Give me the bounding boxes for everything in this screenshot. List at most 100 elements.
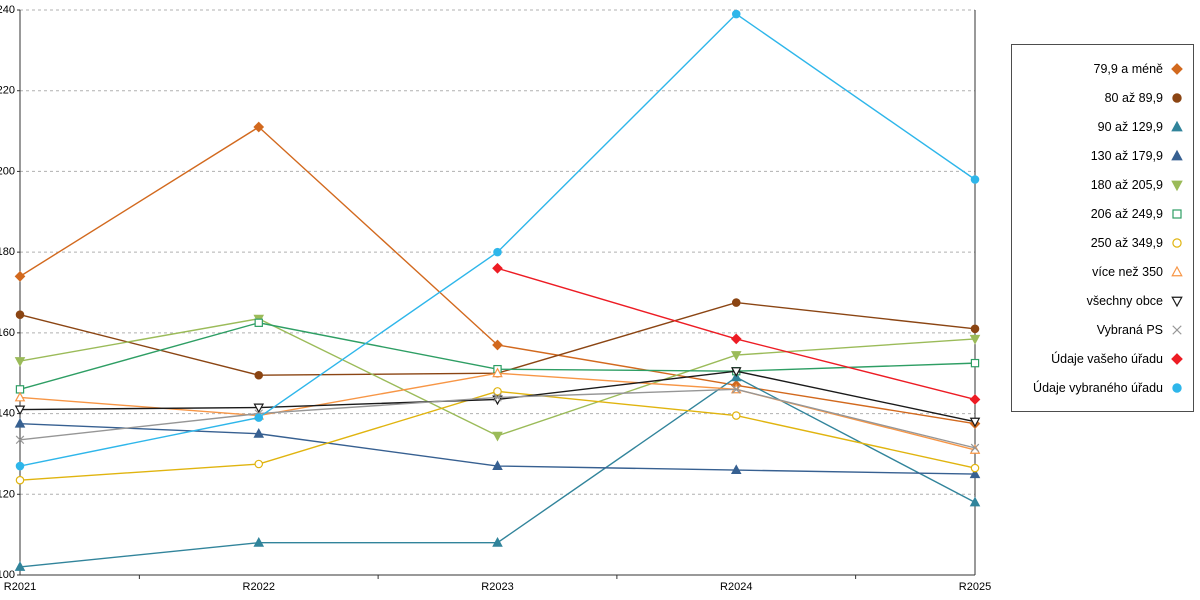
triangle-up-marker-icon <box>492 460 503 471</box>
triangle-up-marker-icon <box>14 417 26 428</box>
circle-marker-icon <box>254 413 264 422</box>
y-tick-label: 120 <box>0 488 15 500</box>
legend-marker-icon <box>1171 62 1183 75</box>
diamond-marker-icon <box>969 394 981 405</box>
legend-marker-icon <box>1172 382 1182 393</box>
circle-marker-icon <box>254 459 264 469</box>
legend-item-7: více než 350 <box>1016 257 1184 286</box>
circle-marker-icon <box>1172 237 1182 248</box>
circle-marker-icon <box>493 247 502 257</box>
x-tick-label: R2024 <box>720 581 752 593</box>
y-tick-label: 180 <box>0 246 15 258</box>
triangle-down-marker-icon <box>492 431 503 442</box>
y-tick-label: 240 <box>0 4 15 16</box>
circle-marker-icon <box>970 324 980 334</box>
triangle-up-marker-icon <box>14 391 26 402</box>
legend-marker-icon <box>1172 92 1182 103</box>
triangle-down-marker-icon <box>969 334 981 345</box>
y-tick-label: 140 <box>0 408 15 420</box>
series-line-1 <box>19 301 976 376</box>
triangle-down-marker-icon <box>14 405 26 416</box>
legend-label: Vybraná PS <box>1096 322 1163 337</box>
x-tick-label: R2021 <box>4 581 36 593</box>
legend-item-1: 80 až 89,9 <box>1016 83 1184 112</box>
circle-marker-icon <box>1172 382 1182 393</box>
triangle-up-marker-icon <box>253 427 265 438</box>
x-marker-icon <box>732 385 741 394</box>
circle-marker-icon <box>493 387 502 396</box>
triangle-up-marker-icon <box>492 367 503 378</box>
legend-item-8: všechny obce <box>1016 286 1184 315</box>
legend-label: 180 až 205,9 <box>1090 177 1163 192</box>
x-marker-icon <box>970 443 980 453</box>
circle-marker-icon <box>731 9 741 19</box>
triangle-down-marker-icon <box>14 357 26 367</box>
y-tick-label: 160 <box>0 327 15 339</box>
legend-label: 79,9 a méně <box>1093 61 1164 76</box>
diamond-marker-icon <box>1171 62 1183 75</box>
legend-label: více než 350 <box>1092 264 1163 279</box>
circle-marker-icon <box>254 370 264 380</box>
legend-label: 80 až 89,9 <box>1104 90 1163 105</box>
legend-item-3: 130 až 179,9 <box>1016 141 1184 170</box>
circle-marker-icon <box>731 298 741 307</box>
diamond-marker-icon <box>253 121 265 133</box>
x-marker-icon <box>15 435 25 445</box>
legend-label: 206 až 249,9 <box>1090 206 1163 221</box>
circle-marker-icon <box>15 310 25 319</box>
legend-label: Údaje vašeho úřadu <box>1051 351 1163 366</box>
triangle-up-marker-icon <box>14 561 26 571</box>
legend-marker-icon <box>1171 120 1183 131</box>
diamond-marker-icon <box>14 271 26 282</box>
chart-legend: 79,9 a méně 80 až 89,9 90 až 129,9 130 až 1… <box>1011 44 1194 412</box>
legend-item-9: Vybraná PS <box>1016 315 1184 344</box>
triangle-down-marker-icon <box>253 403 265 414</box>
legend-item-10: Údaje vašeho úřadu <box>1016 344 1184 373</box>
triangle-up-marker-icon <box>492 536 503 547</box>
legend-marker-icon <box>1172 324 1182 335</box>
legend-marker-icon <box>1171 352 1183 365</box>
y-tick-label: 200 <box>0 165 15 177</box>
y-tick-label: 100 <box>0 569 15 581</box>
square-marker-icon <box>970 358 980 368</box>
triangle-down-marker-icon <box>730 367 742 377</box>
x-marker-icon <box>1172 324 1182 335</box>
x-tick-label: R2023 <box>481 581 513 593</box>
y-tick-label: 220 <box>0 85 15 97</box>
line-chart: 100 120 140 160 180 200 220 240 R2021 R2022 R2023 R… <box>0 4 991 593</box>
triangle-up-marker-icon <box>253 536 265 547</box>
x-tick-label: R2022 <box>243 581 275 593</box>
triangle-up-marker-icon <box>730 464 742 475</box>
square-marker-icon <box>254 318 263 327</box>
triangle-down-marker-icon <box>730 351 742 361</box>
legend-item-2: 90 až 129,9 <box>1016 112 1184 141</box>
square-marker-icon <box>1172 208 1182 219</box>
legend-marker-icon <box>1171 149 1183 160</box>
x-tick-label: R2025 <box>959 581 991 593</box>
circle-marker-icon <box>731 411 741 420</box>
legend-item-4: 180 až 205,9 <box>1016 170 1184 199</box>
diamond-marker-icon <box>492 339 503 351</box>
triangle-down-marker-icon <box>1171 180 1183 191</box>
circle-marker-icon <box>970 175 980 184</box>
triangle-up-marker-icon <box>1171 120 1183 131</box>
legend-item-5: 206 až 249,9 <box>1016 199 1184 228</box>
legend-label: Údaje vybraného úřadu <box>1033 380 1163 395</box>
triangle-up-marker-icon <box>1171 265 1183 276</box>
triangle-down-marker-icon <box>969 417 981 428</box>
legend-item-0: 79,9 a méně <box>1016 54 1184 83</box>
legend-marker-icon <box>1172 208 1182 219</box>
legend-label: 130 až 179,9 <box>1090 148 1163 163</box>
legend-item-11: Údaje vybraného úřadu <box>1016 373 1184 402</box>
triangle-down-marker-icon <box>1171 296 1183 307</box>
circle-marker-icon <box>970 463 980 473</box>
triangle-up-marker-icon <box>969 496 981 507</box>
legend-label: všechny obce <box>1086 293 1163 308</box>
circle-marker-icon <box>1172 92 1182 103</box>
triangle-up-marker-icon <box>1171 149 1183 160</box>
triangle-up-marker-icon <box>969 468 981 479</box>
diamond-marker-icon <box>730 333 742 345</box>
diamond-marker-icon <box>492 262 503 274</box>
legend-label: 90 až 129,9 <box>1097 119 1163 134</box>
